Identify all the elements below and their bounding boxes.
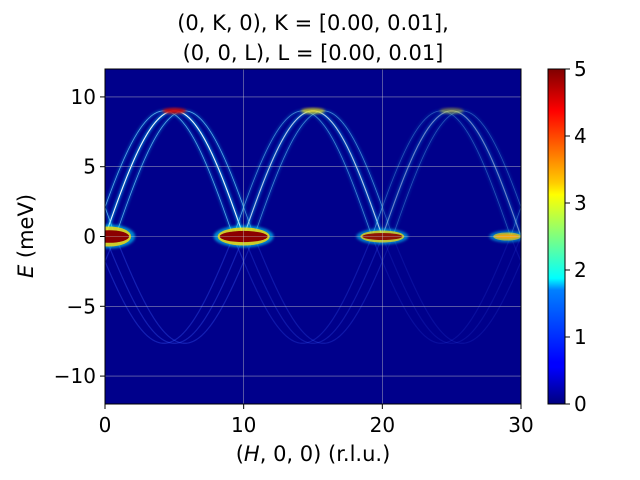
colorbar-ticks: 0 1 2 3 4 5 xyxy=(565,57,587,416)
chart-title-line-1: (0, K, 0), K = [0.00, 0.01], xyxy=(177,11,449,35)
chart-title-line-2: (0, 0, L), L = [0.00, 0.01] xyxy=(183,41,444,65)
branch-core xyxy=(105,110,244,238)
branch-ghost xyxy=(382,234,521,344)
x-tick-label-2: 20 xyxy=(370,413,395,437)
colorbar-tick-label-5: 5 xyxy=(574,57,587,81)
y-tick-label-2: 0 xyxy=(83,225,96,249)
x-tick-label-0: 0 xyxy=(99,413,112,437)
x-axis-label: (H, 0, 0) (r.l.u.) xyxy=(236,442,391,466)
colorbar-tick-label-4: 4 xyxy=(574,124,587,148)
branch-ghost xyxy=(243,234,383,344)
branch-ghost xyxy=(382,234,521,344)
branch-ghost xyxy=(105,234,244,344)
y-axis-ticks: 10 5 0 −5 −10 xyxy=(54,85,105,388)
x-axis-ticks: 0 10 20 30 xyxy=(99,404,534,437)
colorbar-tick-label-3: 3 xyxy=(574,191,587,215)
zone-maximum-0 xyxy=(162,107,187,114)
y-axis-label: E (meV) xyxy=(14,194,38,278)
branch-glow xyxy=(382,109,521,241)
branch-ghost xyxy=(243,234,383,344)
branch-core xyxy=(382,110,521,238)
branch-ghost xyxy=(105,234,244,344)
y-tick-label-4: −10 xyxy=(54,364,96,388)
branch-2-zone-1 xyxy=(243,109,383,344)
x-tick-label-3: 30 xyxy=(508,413,533,437)
branch-ghost xyxy=(105,234,244,344)
branch-2-zone-2 xyxy=(382,109,521,344)
y-tick-label-1: 5 xyxy=(83,155,96,179)
zone-maximum-2 xyxy=(439,107,464,114)
colorbar xyxy=(547,68,566,405)
branch-ghost xyxy=(382,234,521,344)
colorbar-tick-label-0: 0 xyxy=(574,392,587,416)
heatmap-layer xyxy=(105,107,521,344)
zone-maximum-1 xyxy=(301,107,325,114)
elastic-spot-1 xyxy=(213,225,274,248)
branch-core xyxy=(243,110,383,238)
y-tick-label-3: −5 xyxy=(67,294,96,318)
branch-2-zone-0 xyxy=(105,109,244,344)
colorbar-tick-label-2: 2 xyxy=(574,258,587,282)
y-tick-label-0: 10 xyxy=(71,85,96,109)
x-tick-label-1: 10 xyxy=(231,413,256,437)
branch-ghost xyxy=(243,234,383,344)
colorbar-tick-label-1: 1 xyxy=(574,325,587,349)
